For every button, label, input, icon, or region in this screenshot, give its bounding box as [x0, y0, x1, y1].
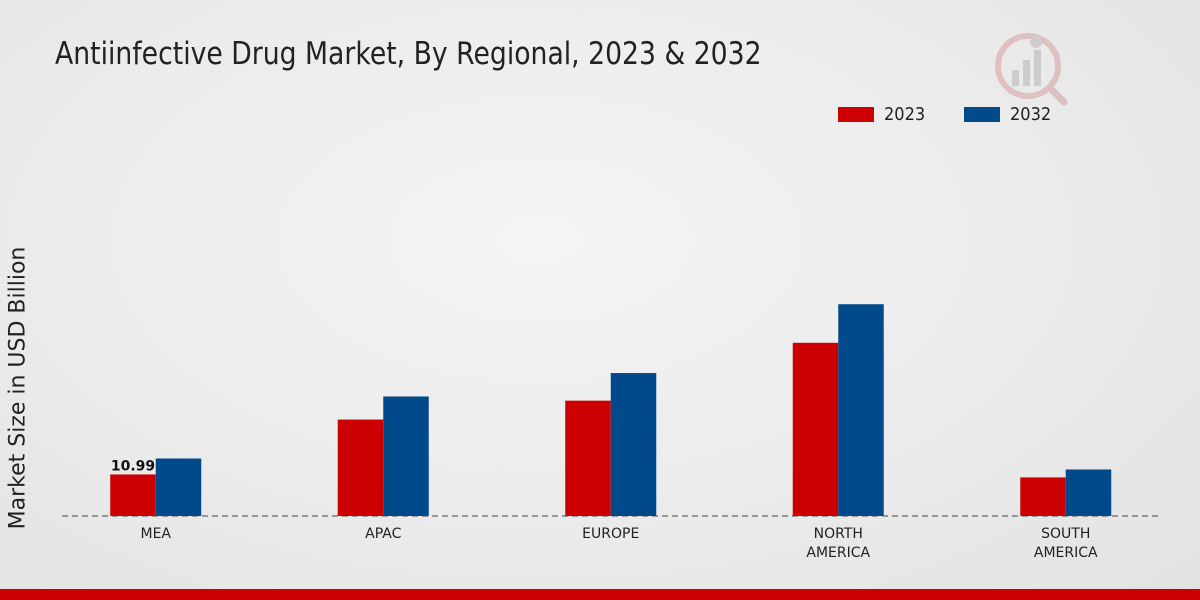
x-tick-label: AMERICA [806, 545, 870, 561]
x-tick-label: MEA [140, 526, 171, 542]
bar-2032-north-america [838, 304, 884, 516]
bar-2032-south-america [1065, 469, 1112, 516]
brand-logo-icon [995, 33, 1068, 106]
legend-label-2032: 2032 [1009, 104, 1052, 125]
legend-swatch-2023 [838, 107, 874, 122]
bottom-accent-bar [0, 589, 1200, 600]
x-tick-label: EUROPE [582, 526, 639, 542]
legend: 2023 2032 [838, 104, 1090, 125]
legend-swatch-2032 [963, 107, 1000, 122]
chart-title: Antiinfective Drug Market, By Regional, … [55, 36, 762, 72]
bar-2023-south-america [1020, 477, 1066, 516]
bar-2032-europe [610, 373, 657, 516]
bar-2032-apac [383, 396, 429, 516]
x-tick-label: AMERICA [1034, 545, 1098, 561]
legend-label-2023: 2023 [884, 104, 926, 125]
bar-2023-north-america [792, 342, 839, 516]
bar-2032-mea [155, 458, 202, 516]
x-tick-label: APAC [365, 526, 401, 542]
x-tick-label: NORTH [814, 526, 863, 542]
bar-2023-mea [110, 474, 156, 516]
data-label: 10.99 [111, 458, 155, 474]
legend-item-2023: 2023 [838, 104, 930, 125]
x-tick-label: SOUTH [1041, 526, 1090, 542]
bar-2023-apac [337, 419, 384, 516]
bar-2023-europe [565, 400, 611, 516]
legend-item-2032: 2032 [963, 104, 1056, 125]
